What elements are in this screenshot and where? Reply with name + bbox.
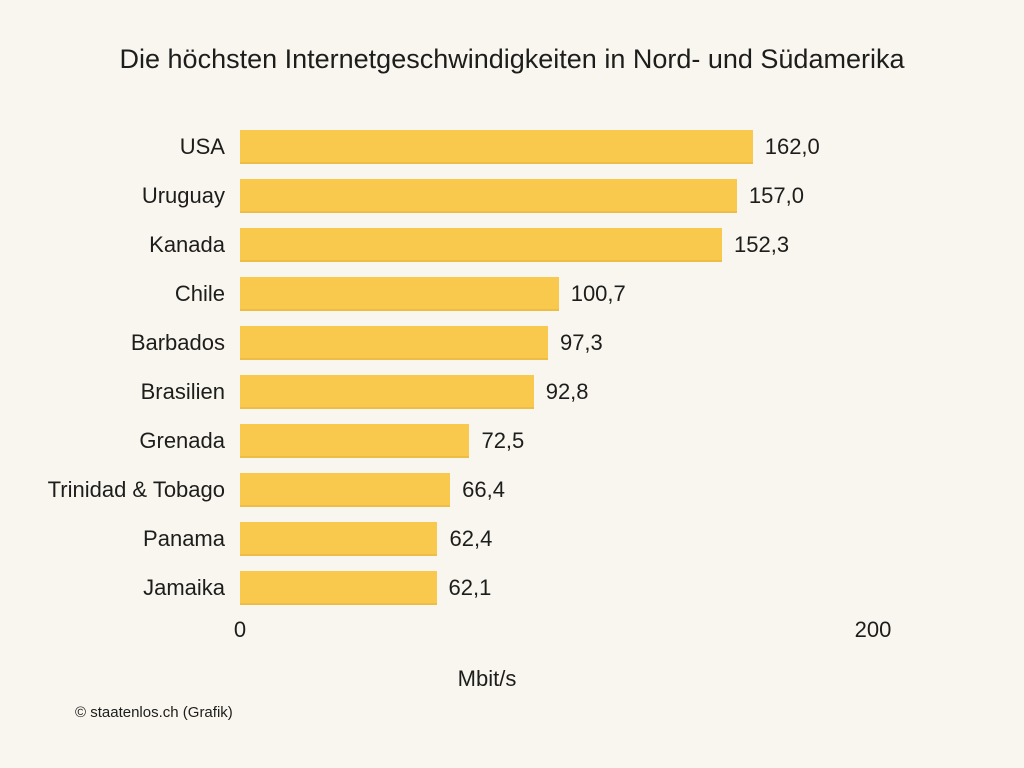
chart-row: Barbados 97,3 (0, 318, 1024, 367)
value-label: 92,8 (545, 378, 589, 404)
category-label: Chile (174, 280, 225, 306)
chart-row: Uruguay 157,0 (0, 171, 1024, 220)
x-tick-label: 0 (233, 617, 247, 642)
bar (240, 129, 753, 164)
value-label: 62,1 (448, 574, 492, 600)
category-label: Jamaika (143, 574, 225, 600)
bar (240, 178, 737, 213)
value-label: 97,3 (559, 329, 603, 355)
bar (240, 521, 438, 556)
bar (240, 325, 548, 360)
bar-chart: USA 162,0 Uruguay 157,0 Kanada 152,3 Chile 100,… (0, 122, 1024, 612)
chart-row: Brasilien 92,8 (0, 367, 1024, 416)
value-label: 162,0 (764, 133, 820, 159)
value-label: 152,3 (734, 231, 790, 257)
bar (240, 570, 437, 605)
value-label: 66,4 (462, 476, 505, 502)
bar (240, 423, 470, 458)
value-label: 72,5 (481, 427, 525, 453)
chart-row: Chile 100,7 (0, 269, 1024, 318)
chart-row: Grenada 72,5 (0, 416, 1024, 465)
bar (240, 276, 559, 311)
value-label: 62,4 (449, 525, 493, 551)
value-label: 157,0 (748, 182, 804, 208)
chart-row: Panama 62,4 (0, 514, 1024, 563)
bar (240, 472, 451, 507)
chart-title: Die höchsten Internetgeschwindigkeiten i… (119, 44, 905, 74)
chart-row: Trinidad & Tobago 66,4 (0, 465, 1024, 514)
category-label: USA (179, 133, 225, 159)
category-label: Barbados (130, 329, 225, 355)
category-label: Uruguay (141, 182, 225, 208)
category-label: Panama (143, 525, 225, 551)
category-label: Kanada (149, 231, 225, 257)
chart-row: Kanada 152,3 (0, 220, 1024, 269)
category-label: Grenada (139, 427, 225, 453)
category-label: Trinidad & Tobago (47, 476, 225, 502)
bar (240, 374, 534, 409)
copyright-text: © staatenlos.ch (Grafik) (75, 704, 233, 721)
x-axis: 0 200 (0, 617, 1024, 647)
chart-row: USA 162,0 (0, 122, 1024, 171)
value-label: 100,7 (570, 280, 626, 306)
x-axis-label: Mbit/s (457, 666, 517, 691)
bar (240, 227, 723, 262)
chart-row: Jamaika 62,1 (0, 563, 1024, 612)
x-tick-label: 200 (854, 617, 892, 642)
category-label: Brasilien (140, 378, 225, 404)
